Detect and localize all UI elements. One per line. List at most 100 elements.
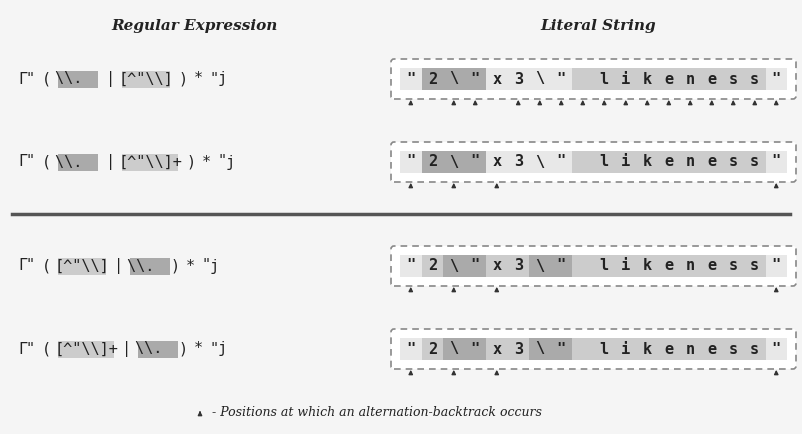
Bar xyxy=(508,255,529,277)
Text: 3: 3 xyxy=(514,259,523,273)
Text: ": " xyxy=(406,72,415,86)
Bar xyxy=(422,151,443,173)
Text: x: x xyxy=(492,342,501,356)
Bar xyxy=(464,338,486,360)
Bar xyxy=(765,338,787,360)
Text: (: ( xyxy=(42,72,51,86)
Bar xyxy=(637,151,658,173)
Text: k: k xyxy=(642,155,652,170)
Text: \: \ xyxy=(449,155,458,170)
Text: \\.: \\. xyxy=(55,72,101,86)
Text: l: l xyxy=(600,155,609,170)
FancyBboxPatch shape xyxy=(391,246,796,286)
Text: n: n xyxy=(686,72,695,86)
Bar xyxy=(550,151,572,173)
Bar xyxy=(658,151,679,173)
Bar xyxy=(550,338,572,360)
Text: ): ) xyxy=(170,259,179,273)
Text: ): ) xyxy=(186,155,195,170)
Text: e: e xyxy=(664,72,674,86)
Text: k: k xyxy=(642,342,652,356)
Bar xyxy=(443,151,464,173)
Bar xyxy=(658,68,679,90)
Bar xyxy=(422,68,443,90)
Text: \\.: \\. xyxy=(136,342,180,356)
Text: s: s xyxy=(750,259,759,273)
Text: e: e xyxy=(707,342,716,356)
Text: \: \ xyxy=(449,72,458,86)
Text: [^"\\]+: [^"\\]+ xyxy=(54,342,118,356)
Text: 2: 2 xyxy=(427,259,437,273)
Text: x: x xyxy=(492,259,501,273)
Bar xyxy=(637,68,658,90)
Text: s: s xyxy=(729,342,738,356)
Text: k: k xyxy=(642,259,652,273)
Bar xyxy=(572,151,593,173)
Bar xyxy=(637,338,658,360)
Bar xyxy=(658,255,679,277)
Text: ": " xyxy=(471,342,480,356)
Text: s: s xyxy=(729,259,738,273)
Text: l: l xyxy=(600,259,609,273)
Text: ): ) xyxy=(178,342,187,356)
Text: 2: 2 xyxy=(427,72,437,86)
Text: 3: 3 xyxy=(514,342,523,356)
Bar xyxy=(529,68,550,90)
Text: [^"\\]+: [^"\\]+ xyxy=(118,155,182,170)
Text: ": " xyxy=(772,342,781,356)
Text: ": " xyxy=(210,72,219,86)
Bar xyxy=(400,255,422,277)
Bar xyxy=(464,255,486,277)
Text: i: i xyxy=(622,259,630,273)
Text: ": " xyxy=(557,155,566,170)
Text: ": " xyxy=(218,155,227,170)
Text: *: * xyxy=(186,259,195,273)
Text: ": " xyxy=(406,155,415,170)
Bar xyxy=(122,154,178,171)
Bar xyxy=(744,338,765,360)
Bar xyxy=(701,338,723,360)
Text: |: | xyxy=(106,71,115,87)
Bar xyxy=(422,338,443,360)
Text: s: s xyxy=(750,155,759,170)
Bar xyxy=(464,68,486,90)
Bar xyxy=(701,151,723,173)
Bar xyxy=(58,341,114,358)
Bar xyxy=(486,338,508,360)
Bar xyxy=(486,255,508,277)
Text: l: l xyxy=(600,342,609,356)
Bar xyxy=(486,68,508,90)
Text: |: | xyxy=(122,341,131,357)
Text: |: | xyxy=(106,154,115,170)
Bar xyxy=(744,151,765,173)
Text: ": " xyxy=(557,342,566,356)
Bar xyxy=(615,151,637,173)
Text: ": " xyxy=(406,342,415,356)
Bar xyxy=(400,151,422,173)
Bar xyxy=(58,154,98,171)
Text: \: \ xyxy=(535,72,545,86)
Text: ": " xyxy=(557,72,566,86)
Text: *: * xyxy=(202,155,211,170)
Text: 2: 2 xyxy=(427,155,437,170)
Text: Literal String: Literal String xyxy=(541,19,656,33)
Bar xyxy=(765,151,787,173)
Bar xyxy=(529,151,550,173)
Bar xyxy=(679,338,701,360)
Text: Γ: Γ xyxy=(18,155,27,170)
Bar xyxy=(529,255,550,277)
Text: n: n xyxy=(686,155,695,170)
Bar xyxy=(723,338,744,360)
Text: x: x xyxy=(492,72,501,86)
Text: (: ( xyxy=(42,259,51,273)
Bar xyxy=(701,68,723,90)
Text: |: | xyxy=(114,258,124,274)
Text: ": " xyxy=(202,259,211,273)
Text: 3: 3 xyxy=(514,155,523,170)
Text: j: j xyxy=(210,259,219,273)
Bar xyxy=(615,338,637,360)
Text: e: e xyxy=(707,259,716,273)
Text: ": " xyxy=(406,259,415,273)
Bar xyxy=(508,68,529,90)
Text: *: * xyxy=(194,72,203,86)
